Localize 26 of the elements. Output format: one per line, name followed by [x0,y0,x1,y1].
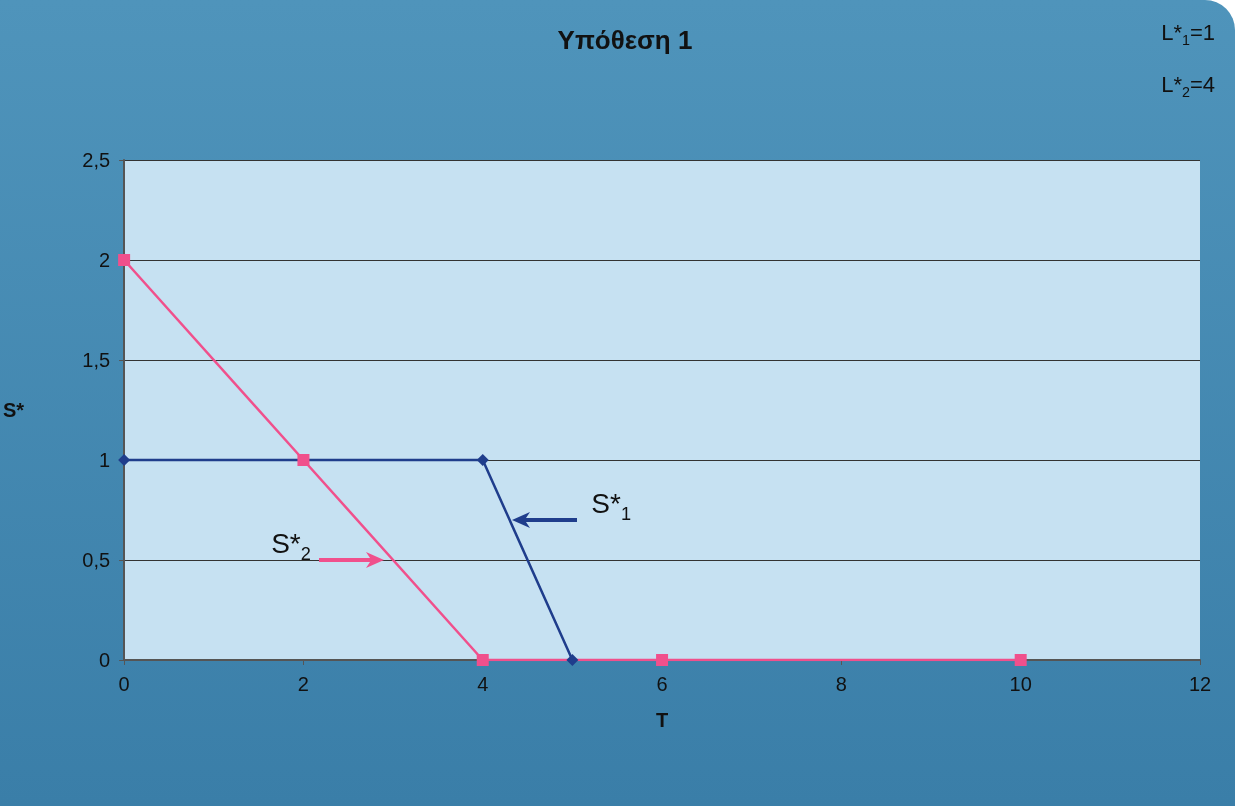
x-tick-label: 0 [118,673,130,695]
point [118,254,131,266]
y-tick-label: 1 [99,449,111,471]
point [656,654,669,666]
y-tick-label: 0 [99,649,111,671]
y-tick-label: 1,5 [82,349,111,371]
x-tick-label: 6 [656,673,668,695]
x-tick-label: 12 [1188,673,1212,695]
legend-label: S*$_{1}$ [591,488,632,525]
y-tick-label: 0,5 [82,549,111,571]
x-tick-label: 10 [1009,673,1032,695]
point [566,654,579,666]
text: L*$_{1}$=1 [1161,20,1215,49]
y-tick-label: 2 [99,249,111,271]
point [1014,654,1027,666]
series-label: S*$_{2}$ [271,528,311,565]
chart-title: Υπόθεση 1 [557,25,693,55]
x-tick-label: 8 [835,673,847,695]
x-tick-label: 4 [477,673,489,695]
text: L*$_{2}$=4 [1161,72,1215,101]
y-axis-title: S* [3,399,25,421]
point [476,654,489,666]
y-tick-label: 2,5 [82,149,111,171]
x-tick-label: 2 [297,673,309,695]
point [297,454,310,466]
x-axis-title: T [655,709,669,731]
